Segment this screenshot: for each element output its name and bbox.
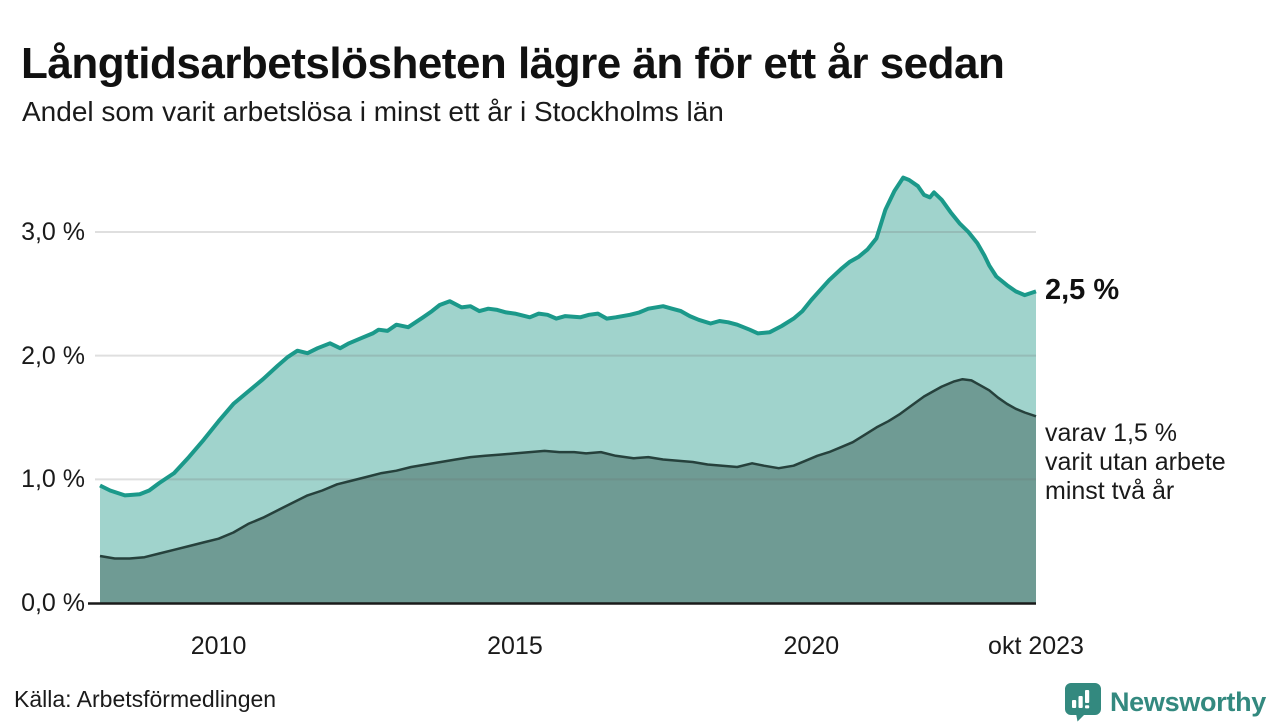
y-tick-label: 0,0 % — [21, 589, 85, 617]
newsworthy-logo[interactable]: Newsworthy — [1064, 682, 1266, 722]
y-tick-label: 3,0 % — [21, 217, 85, 246]
x-tick-label: 2010 — [190, 632, 247, 660]
chart-area-fills — [100, 177, 1036, 603]
line-unemployed-one-year — [99, 175, 1037, 498]
y-tick-label: 1,0 % — [21, 465, 85, 494]
y-tick-label: 2,0 % — [21, 341, 85, 370]
latest-value-label: 2,5 % — [1045, 274, 1120, 306]
chart-subtitle: Andel som varit arbetslösa i minst ett å… — [22, 96, 724, 127]
newsworthy-icon — [1064, 683, 1101, 722]
x-tick-label: okt 2023 — [988, 632, 1084, 660]
source-caption: Källa: Arbetsförmedlingen — [14, 686, 277, 712]
page-title: Långtidsarbetslösheten lägre än för ett … — [21, 39, 1005, 89]
two-year-note-label: varav 1,5 % varit utan arbete minst två … — [1045, 419, 1226, 505]
line-unemployed-two-years — [99, 377, 1037, 560]
area-unemployed-two-years — [100, 379, 1036, 603]
x-tick-label: 2015 — [487, 632, 543, 660]
newsworthy-wordmark: Newsworthy — [1109, 686, 1266, 717]
x-tick-label: 2020 — [783, 632, 840, 660]
chart-series-lines — [99, 175, 1037, 560]
